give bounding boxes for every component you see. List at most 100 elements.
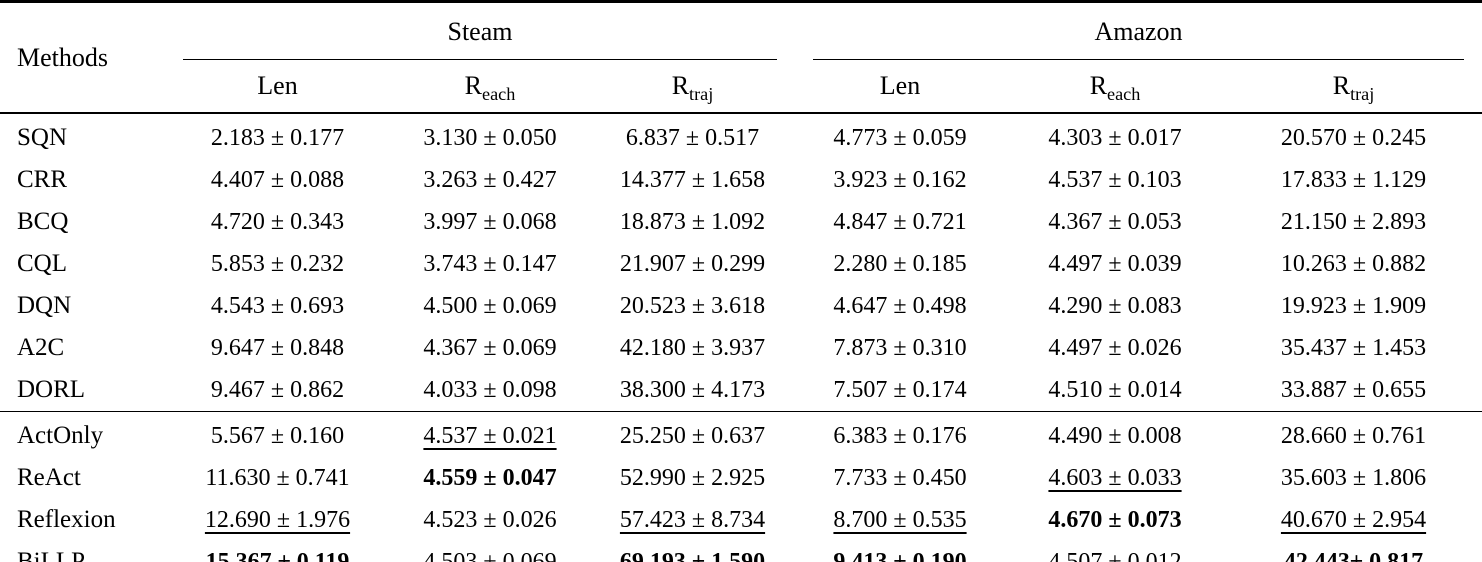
method-name: DQN: [17, 292, 72, 319]
metric-header-steam-len: Len: [165, 60, 390, 113]
metric-cell: 4.407 ± 0.088: [165, 159, 390, 201]
metric-value: 10.263 ± 0.882: [1280, 250, 1427, 277]
metric-cell: 35.437 ± 1.453: [1225, 327, 1482, 369]
metric-value: 4.290 ± 0.083: [1048, 292, 1182, 319]
metric-value: 38.300 ± 4.173: [619, 376, 766, 403]
group-header-steam-label: Steam: [447, 16, 513, 46]
method-name: Reflexion: [17, 506, 116, 533]
method-name: ReAct: [17, 464, 81, 491]
metric-value: 4.033 ± 0.098: [423, 376, 557, 403]
metric-cell: 4.497 ± 0.026: [1005, 327, 1225, 369]
metric-cell: 38.300 ± 4.173: [590, 369, 795, 412]
metric-value: 4.490 ± 0.008: [1048, 422, 1182, 449]
metric-value: 3.923 ± 0.162: [833, 166, 967, 193]
metric-cell: 15.367 ± 0.119: [165, 541, 390, 562]
metric-header-subscript: traj: [1350, 84, 1375, 105]
metric-value: 4.523 ± 0.026: [423, 506, 557, 533]
metric-value: 4.720 ± 0.343: [210, 208, 345, 235]
metric-value: 5.853 ± 0.232: [210, 250, 345, 277]
metric-cell: 4.500 ± 0.069: [390, 285, 590, 327]
group-header-amazon-label: Amazon: [1094, 16, 1183, 46]
metric-value: 5.567 ± 0.160: [210, 422, 345, 449]
metric-value: 4.670 ± 0.073: [1048, 506, 1182, 533]
metric-header-row: Len Reach Rtraj Len Reach Rtraj: [0, 60, 1482, 113]
table-row: DORL 9.467 ± 0.862 4.033 ± 0.098 38.300 …: [0, 369, 1482, 412]
metric-cell: 4.559 ± 0.047: [390, 457, 590, 499]
metric-value: 4.647 ± 0.498: [833, 292, 967, 319]
metric-cell: 3.743 ± 0.147: [390, 243, 590, 285]
table-row: CRR 4.407 ± 0.088 3.263 ± 0.427 14.377 ±…: [0, 159, 1482, 201]
metric-value: 69.193 ± 1.590: [619, 548, 766, 562]
metric-cell: 3.923 ± 0.162: [795, 159, 1005, 201]
metric-value: 8.700 ± 0.535: [833, 506, 967, 533]
metric-value: 18.873 ± 1.092: [619, 208, 766, 235]
metric-value: 4.303 ± 0.017: [1048, 124, 1182, 151]
method-name: DORL: [17, 376, 86, 403]
method-name: SQN: [17, 124, 68, 151]
metric-value: 33.887 ± 0.655: [1280, 376, 1427, 403]
metric-value: 6.383 ± 0.176: [833, 422, 967, 449]
metric-value: 4.537 ± 0.103: [1048, 166, 1182, 193]
group-header-row: Methods Steam Amazon: [0, 2, 1482, 72]
metric-header-label: R: [1332, 71, 1351, 100]
metric-value: 3.743 ± 0.147: [423, 250, 557, 277]
metric-value: 21.907 ± 0.299: [619, 250, 766, 277]
metric-value: 42.180 ± 3.937: [619, 334, 766, 361]
metric-value: 4.537 ± 0.021: [423, 422, 557, 449]
metric-value: 35.603 ± 1.806: [1280, 464, 1427, 491]
metric-cell: 21.150 ± 2.893: [1225, 201, 1482, 243]
metric-value: 4.603 ± 0.033: [1048, 464, 1182, 491]
metric-cell: 4.847 ± 0.721: [795, 201, 1005, 243]
metric-value: 40.670 ± 2.954: [1280, 506, 1427, 533]
metric-cell: 7.507 ± 0.174: [795, 369, 1005, 412]
metric-value: 14.377 ± 1.658: [619, 166, 766, 193]
metric-value: 17.833 ± 1.129: [1280, 166, 1427, 193]
metric-cell: 21.907 ± 0.299: [590, 243, 795, 285]
metric-value: 4.847 ± 0.721: [833, 208, 967, 235]
metric-cell: 25.250 ± 0.637: [590, 412, 795, 458]
metric-cell: 5.567 ± 0.160: [165, 412, 390, 458]
metric-header-label: R: [1089, 71, 1108, 100]
metric-cell: 8.700 ± 0.535: [795, 499, 1005, 541]
metric-cell: 11.630 ± 0.741: [165, 457, 390, 499]
metric-cell: 9.647 ± 0.848: [165, 327, 390, 369]
table-row: BCQ 4.720 ± 0.343 3.997 ± 0.068 18.873 ±…: [0, 201, 1482, 243]
method-name: BCQ: [17, 208, 69, 235]
metric-value: 21.150 ± 2.893: [1280, 208, 1427, 235]
metric-value: 3.263 ± 0.427: [423, 166, 557, 193]
metric-cell: 4.290 ± 0.083: [1005, 285, 1225, 327]
metric-value: 4.367 ± 0.069: [423, 334, 557, 361]
metric-value: 2.280 ± 0.185: [833, 250, 967, 277]
metric-header-label: Len: [879, 71, 921, 100]
results-table-body: SQN 2.183 ± 0.177 3.130 ± 0.050 6.837 ± …: [0, 113, 1482, 562]
table-row: DQN 4.543 ± 0.693 4.500 ± 0.069 20.523 ±…: [0, 285, 1482, 327]
metric-cell: 40.670 ± 2.954: [1225, 499, 1482, 541]
method-name: A2C: [17, 334, 65, 361]
metric-cell: 19.923 ± 1.909: [1225, 285, 1482, 327]
metric-header-label: R: [671, 71, 690, 100]
metric-cell: 5.853 ± 0.232: [165, 243, 390, 285]
metric-cell: 28.660 ± 0.761: [1225, 412, 1482, 458]
metric-cell: 2.280 ± 0.185: [795, 243, 1005, 285]
group-header-amazon: Amazon: [795, 2, 1482, 61]
metric-header-subscript: each: [482, 84, 516, 105]
method-name: CRR: [17, 166, 68, 193]
metric-value: 4.497 ± 0.039: [1048, 250, 1182, 277]
table-row: A2C 9.647 ± 0.848 4.367 ± 0.069 42.180 ±…: [0, 327, 1482, 369]
metric-value: 9.467 ± 0.862: [210, 376, 345, 403]
metric-value: 42.443± 0.817: [1283, 548, 1424, 562]
metric-cell: 20.570 ± 0.245: [1225, 113, 1482, 159]
table-row: SQN 2.183 ± 0.177 3.130 ± 0.050 6.837 ± …: [0, 113, 1482, 159]
metric-cell: 4.720 ± 0.343: [165, 201, 390, 243]
metric-value: 4.507 ± 0.012: [1048, 548, 1182, 562]
metric-cell: 4.303 ± 0.017: [1005, 113, 1225, 159]
metric-cell: 18.873 ± 1.092: [590, 201, 795, 243]
metric-header-label: R: [464, 71, 483, 100]
metric-value: 2.183 ± 0.177: [210, 124, 345, 151]
metric-cell: 4.773 ± 0.059: [795, 113, 1005, 159]
metric-cell: 42.180 ± 3.937: [590, 327, 795, 369]
metric-cell: 12.690 ± 1.976: [165, 499, 390, 541]
table-header: Methods Steam Amazon Len Reach Rtraj Len…: [0, 2, 1482, 113]
method-name: CQL: [17, 250, 67, 277]
